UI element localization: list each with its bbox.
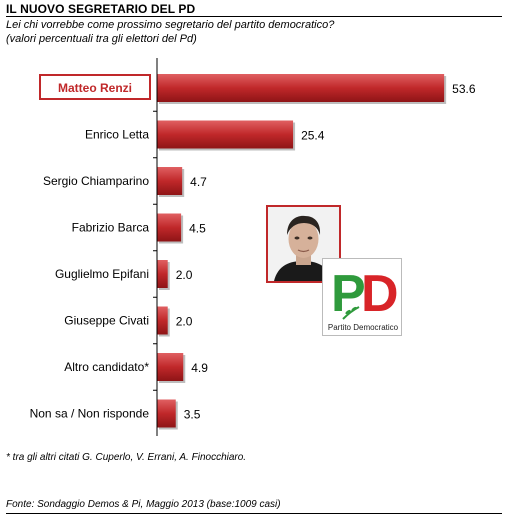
chart-source: Fonte: Sondaggio Demos & Pi, Maggio 2013… <box>6 499 281 510</box>
highlight-label-box <box>39 74 151 100</box>
title-divider <box>6 16 502 17</box>
bar <box>157 399 176 428</box>
chart-subtitle-question: Lei chi vorrebbe come prossimo segretari… <box>6 19 335 31</box>
value-label: 4.7 <box>190 175 207 189</box>
bar <box>157 260 168 288</box>
category-label: Non sa / Non risponde <box>30 407 150 421</box>
chart-subtitle-note: (valori percentuali tra gli elettori del… <box>6 33 197 45</box>
bar-chart: Matteo Renzi 53.6 Enrico Letta 25.4 Sergio C… <box>30 58 476 436</box>
bar <box>157 306 168 335</box>
value-label: 4.5 <box>189 222 206 236</box>
bar <box>157 353 184 381</box>
category-label: Altro candidato* <box>64 360 149 374</box>
value-label: 2.0 <box>176 315 193 329</box>
value-label: 3.5 <box>184 408 201 422</box>
pd-logo-text: Partito Democratico <box>327 323 399 332</box>
category-label: Fabrizio Barca <box>72 221 150 235</box>
olive-branch-icon <box>342 306 360 320</box>
category-label: Matteo Renzi <box>58 81 132 95</box>
bar <box>157 74 445 102</box>
bar <box>157 213 182 242</box>
category-label: Giuseppe Civati <box>64 314 149 328</box>
pd-party-logo: P D Partito Democratico <box>322 258 402 336</box>
value-label: 53.6 <box>452 82 476 96</box>
value-label: 2.0 <box>176 268 193 282</box>
category-label: Enrico Letta <box>85 128 149 142</box>
category-label: Sergio Chiamparino <box>43 174 149 188</box>
category-label: Guglielmo Epifani <box>55 267 149 281</box>
value-label: 4.9 <box>191 361 208 375</box>
bar <box>157 120 294 149</box>
value-label: 25.4 <box>301 129 325 143</box>
svg-text:D: D <box>361 265 399 323</box>
source-divider <box>6 513 502 514</box>
bar <box>157 167 183 195</box>
chart-title: IL NUOVO SEGRETARIO DEL PD <box>6 2 196 16</box>
chart-footnote: * tra gli altri citati G. Cuperlo, V. Er… <box>6 452 247 463</box>
